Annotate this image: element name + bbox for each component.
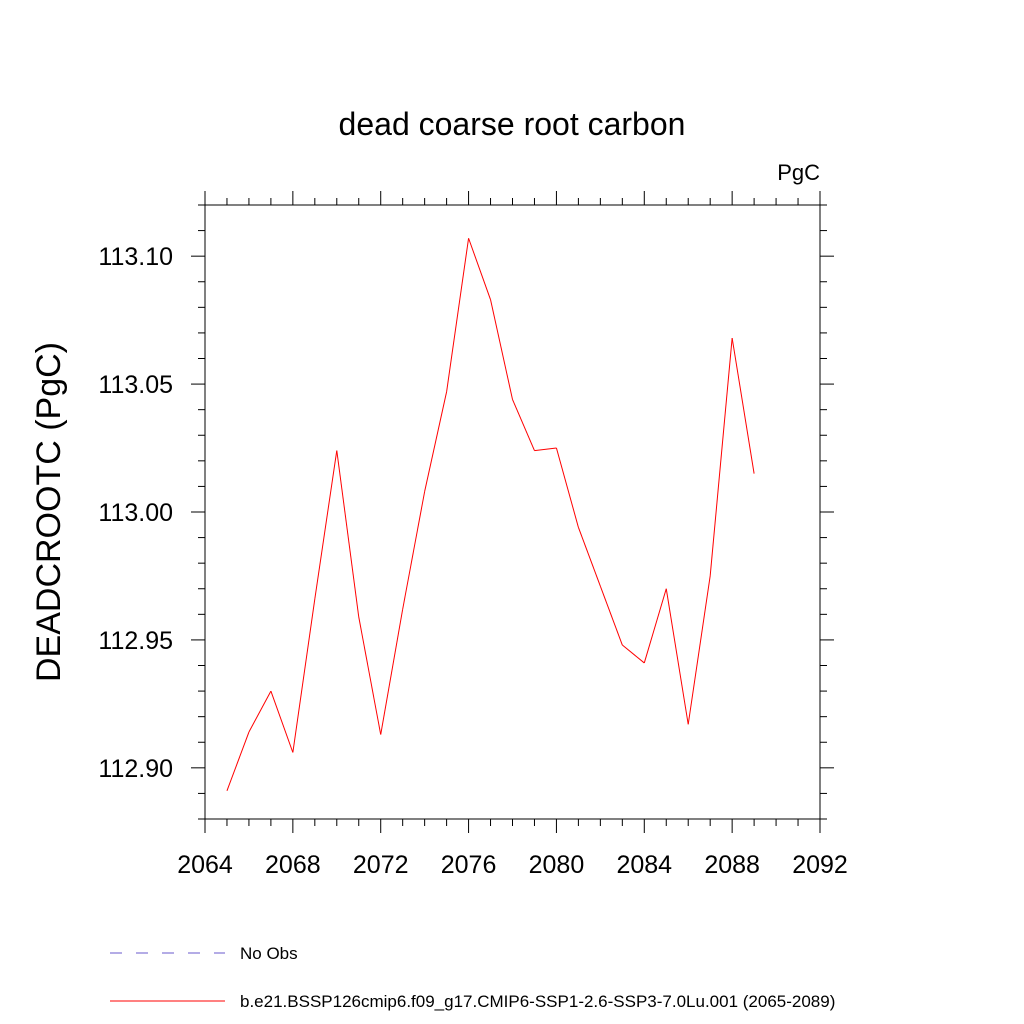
series-segment [226, 731, 250, 792]
tick-labels: 2064 2068 2072 2076 2080 2084 2088 2092 112.90 11… [98, 243, 847, 879]
series-segment [512, 399, 535, 451]
y-axis-label: DEADCROOTC (PgC) [30, 342, 68, 682]
series-segment [555, 447, 579, 528]
series-segment [665, 588, 689, 725]
y-tick-label: 112.90 [98, 755, 173, 783]
legend-label-model: b.e21.BSSP126cmip6.f09_g17.CMIP6-SSP1-2.… [240, 992, 835, 1011]
x-tick-label: 2072 [353, 851, 409, 879]
series-segment [248, 690, 272, 733]
series-segment [314, 450, 338, 600]
series-segment [577, 527, 601, 587]
x-tick-label: 2076 [441, 851, 497, 879]
series-segment [599, 586, 623, 646]
units-label: PgC [777, 160, 820, 185]
y-tick-label: 113.10 [98, 243, 173, 271]
series-segment [468, 238, 492, 300]
series-layer [226, 238, 755, 792]
series-segment [490, 299, 513, 400]
x-tick-label: 2068 [265, 851, 321, 879]
series-segment [446, 238, 470, 392]
series-segment [622, 644, 645, 664]
y-tick-label: 113.05 [98, 371, 173, 399]
series-segment [424, 391, 448, 492]
series-segment [380, 609, 404, 735]
x-tick-label: 2064 [177, 851, 233, 879]
x-tick-label: 2092 [792, 851, 848, 879]
series-segment [292, 598, 316, 753]
series-segment [534, 447, 557, 452]
series-segment [687, 575, 711, 725]
axis-ticks [191, 191, 834, 833]
x-tick-label: 2084 [616, 851, 672, 879]
series-segment [336, 450, 360, 617]
series-segment [402, 491, 426, 610]
y-tick-label: 112.95 [98, 627, 173, 655]
x-tick-label: 2088 [704, 851, 760, 879]
series-segment [709, 337, 733, 577]
x-tick-label: 2080 [529, 851, 585, 879]
series-segment [358, 616, 382, 735]
series-segment [731, 337, 755, 474]
legend-label-no-obs: No Obs [240, 944, 298, 963]
series-segment [643, 588, 667, 664]
y-tick-label: 113.00 [98, 499, 173, 527]
chart-title: dead coarse root carbon [339, 106, 686, 142]
series-segment [270, 690, 294, 753]
series-0 [226, 238, 755, 792]
plot-frame [204, 204, 821, 820]
